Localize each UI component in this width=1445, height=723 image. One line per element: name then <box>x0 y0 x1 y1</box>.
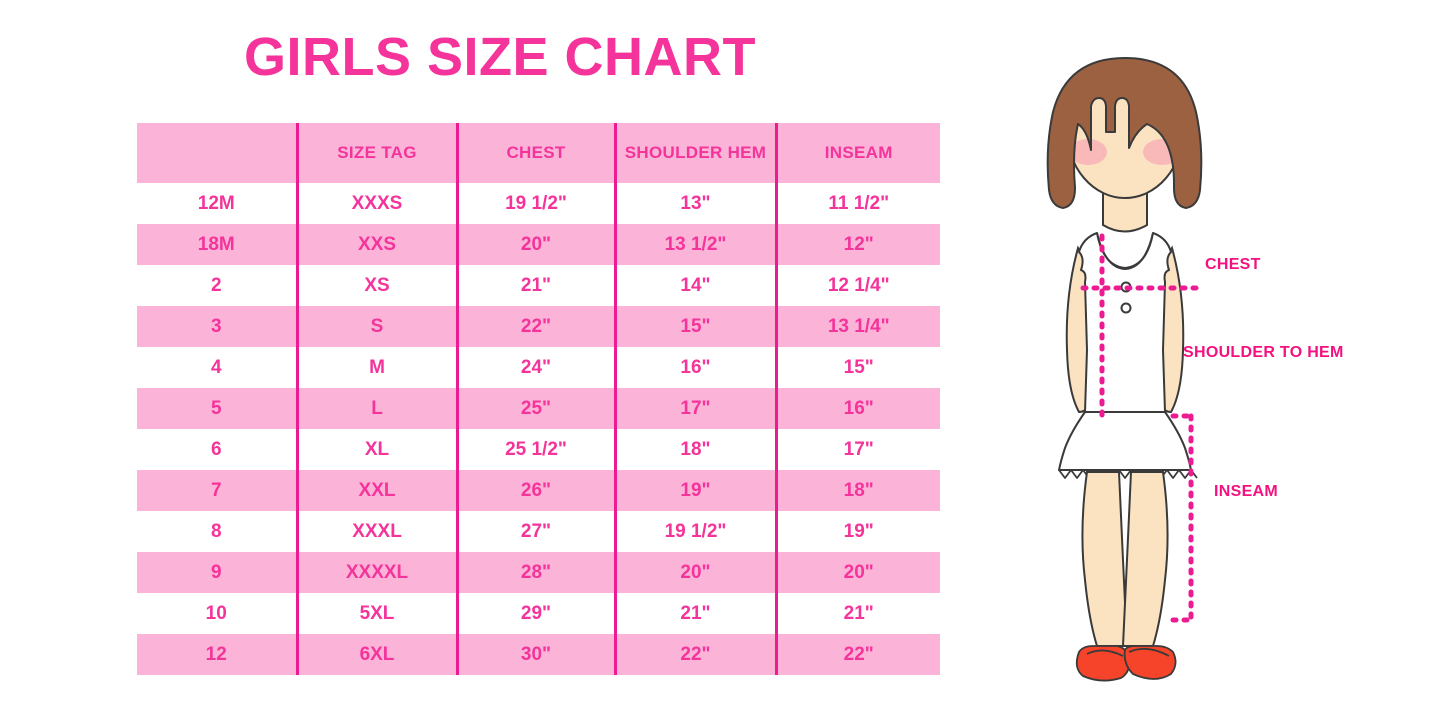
cell-shoulder-hem: 15" <box>613 306 776 347</box>
skirt-shape <box>1058 411 1192 471</box>
cell-inseam: 18" <box>774 470 940 511</box>
table-row: 2 XS 21" 14" 12 1/4" <box>137 265 940 306</box>
cell-chest: 30" <box>455 634 615 675</box>
left-cheek-blush <box>1069 139 1107 165</box>
table-row: 4 M 24" 16" 15" <box>137 347 940 388</box>
cell-shoulder-hem: 16" <box>613 347 776 388</box>
cell-shoulder-hem: 13" <box>613 183 776 224</box>
cell-shoulder-hem: 19 1/2" <box>613 511 776 552</box>
cell-size: 3 <box>137 306 297 347</box>
cell-inseam: 13 1/4" <box>774 306 940 347</box>
cell-size: 2 <box>137 265 297 306</box>
cell-size: 8 <box>137 511 297 552</box>
cell-size-tag: XL <box>295 429 457 470</box>
right-shoe-strap <box>1128 647 1170 657</box>
cell-size-tag: 6XL <box>295 634 457 675</box>
cell-size: 7 <box>137 470 297 511</box>
table-row: 10 5XL 29" 21" 21" <box>137 593 940 634</box>
column-header-size-tag: SIZE TAG <box>295 123 457 183</box>
cell-shoulder-hem: 14" <box>613 265 776 306</box>
cell-shoulder-hem: 18" <box>613 429 776 470</box>
cell-chest: 26" <box>455 470 615 511</box>
cell-chest: 25" <box>455 388 615 429</box>
cell-shoulder-hem: 13 1/2" <box>613 224 776 265</box>
cell-size: 9 <box>137 552 297 593</box>
cell-size: 5 <box>137 388 297 429</box>
size-chart-table: SIZE TAG CHEST SHOULDER HEM INSEAM 12M X… <box>137 123 940 675</box>
left-leg <box>1081 471 1129 647</box>
cell-shoulder-hem: 17" <box>613 388 776 429</box>
cell-size-tag: XXL <box>295 470 457 511</box>
cell-size: 4 <box>137 347 297 388</box>
cell-shoulder-hem: 19" <box>613 470 776 511</box>
girl-illustration <box>1046 57 1206 682</box>
cell-size-tag: XXXS <box>295 183 457 224</box>
column-header-shoulder-hem: SHOULDER HEM <box>613 123 776 183</box>
table-row: 6 XL 25 1/2" 18" 17" <box>137 429 940 470</box>
cell-inseam: 12" <box>774 224 940 265</box>
table-row: 7 XXL 26" 19" 18" <box>137 470 940 511</box>
right-shoe <box>1123 645 1177 680</box>
top-button-lower <box>1120 302 1132 314</box>
cell-inseam: 17" <box>774 429 940 470</box>
table-row: 5 L 25" 17" 16" <box>137 388 940 429</box>
label-chest: CHEST <box>1205 256 1261 273</box>
cell-chest: 29" <box>455 593 615 634</box>
column-header-size <box>137 123 297 183</box>
column-header-chest: CHEST <box>455 123 615 183</box>
neck-shape <box>1102 187 1148 233</box>
page-title: GIRLS SIZE CHART <box>243 27 756 87</box>
table-row: 9 XXXXL 28" 20" 20" <box>137 552 940 593</box>
cell-inseam: 16" <box>774 388 940 429</box>
cell-size-tag: S <box>295 306 457 347</box>
hair-shape <box>1046 57 1203 209</box>
cell-size-tag: M <box>295 347 457 388</box>
cell-inseam: 11 1/2" <box>774 183 940 224</box>
cell-size-tag: XXXL <box>295 511 457 552</box>
cell-inseam: 21" <box>774 593 940 634</box>
cell-size: 18M <box>137 224 297 265</box>
table-row: 18M XXS 20" 13 1/2" 12" <box>137 224 940 265</box>
table-header-row: SIZE TAG CHEST SHOULDER HEM INSEAM <box>137 123 940 183</box>
column-header-inseam: INSEAM <box>774 123 940 183</box>
cell-inseam: 15" <box>774 347 940 388</box>
cell-shoulder-hem: 20" <box>613 552 776 593</box>
cell-chest: 22" <box>455 306 615 347</box>
cell-shoulder-hem: 21" <box>613 593 776 634</box>
cell-chest: 28" <box>455 552 615 593</box>
cell-shoulder-hem: 22" <box>613 634 776 675</box>
cell-size: 12 <box>137 634 297 675</box>
cell-size-tag: L <box>295 388 457 429</box>
cell-chest: 25 1/2" <box>455 429 615 470</box>
table-row: 12M XXXS 19 1/2" 13" 11 1/2" <box>137 183 940 224</box>
label-inseam: INSEAM <box>1214 483 1279 500</box>
cell-inseam: 19" <box>774 511 940 552</box>
bodice-shape <box>1078 232 1172 413</box>
cell-chest: 27" <box>455 511 615 552</box>
label-shoulder-to-hem: SHOULDER TO HEM <box>1183 344 1344 361</box>
right-leg <box>1121 471 1169 647</box>
cell-inseam: 12 1/4" <box>774 265 940 306</box>
cell-size: 10 <box>137 593 297 634</box>
cell-size-tag: XXXXL <box>295 552 457 593</box>
cell-inseam: 20" <box>774 552 940 593</box>
skirt-ruffle-hem <box>1058 469 1198 479</box>
table-row: 3 S 22" 15" 13 1/4" <box>137 306 940 347</box>
cell-chest: 21" <box>455 265 615 306</box>
left-shoe-strap <box>1086 649 1124 657</box>
table-row: 8 XXXL 27" 19 1/2" 19" <box>137 511 940 552</box>
cell-inseam: 22" <box>774 634 940 675</box>
cell-size-tag: 5XL <box>295 593 457 634</box>
cell-size: 6 <box>137 429 297 470</box>
cell-size: 12M <box>137 183 297 224</box>
cell-chest: 19 1/2" <box>455 183 615 224</box>
cell-chest: 20" <box>455 224 615 265</box>
cell-chest: 24" <box>455 347 615 388</box>
cell-size-tag: XS <box>295 265 457 306</box>
cell-size-tag: XXS <box>295 224 457 265</box>
table-row: 12 6XL 30" 22" 22" <box>137 634 940 675</box>
